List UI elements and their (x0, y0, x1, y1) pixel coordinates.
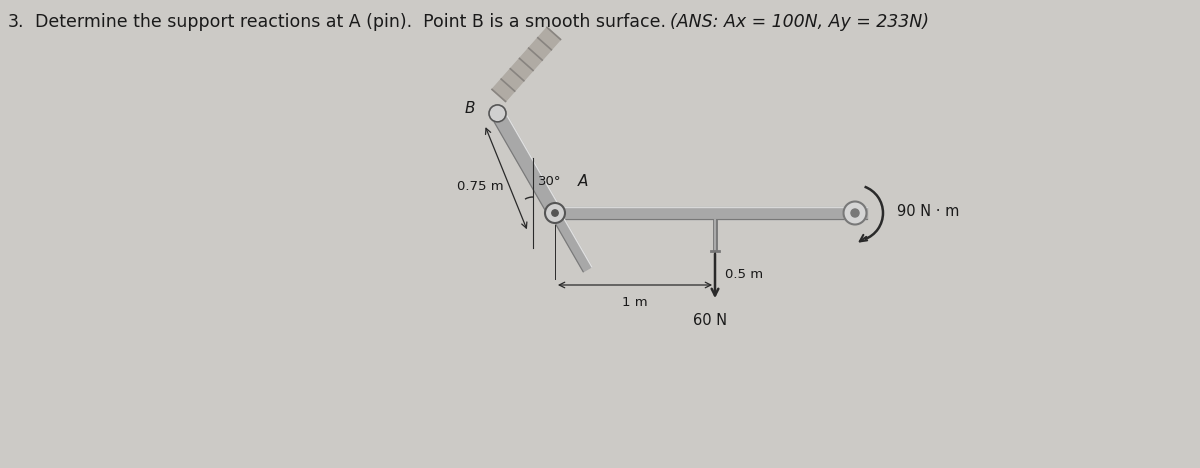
Text: 1 m: 1 m (622, 296, 648, 309)
Circle shape (490, 105, 506, 122)
Text: B: B (464, 101, 475, 116)
Text: (ANS: Ax = 100N, Ay = 233N): (ANS: Ax = 100N, Ay = 233N) (670, 13, 929, 31)
Text: A: A (578, 174, 588, 189)
Polygon shape (491, 110, 562, 217)
Text: 60 N: 60 N (692, 313, 727, 328)
Text: 30°: 30° (538, 175, 562, 188)
Text: 0.75 m: 0.75 m (457, 180, 504, 193)
Circle shape (851, 209, 859, 217)
Text: Determine the support reactions at A (pin).  Point B is a smooth surface.: Determine the support reactions at A (pi… (35, 13, 666, 31)
Text: 0.5 m: 0.5 m (725, 268, 763, 280)
Polygon shape (551, 211, 592, 272)
Circle shape (552, 210, 558, 216)
Circle shape (844, 202, 866, 225)
Text: 90 N · m: 90 N · m (898, 204, 959, 219)
Circle shape (545, 203, 565, 223)
Polygon shape (550, 207, 866, 219)
Text: 3.: 3. (8, 13, 24, 31)
Polygon shape (492, 28, 560, 102)
